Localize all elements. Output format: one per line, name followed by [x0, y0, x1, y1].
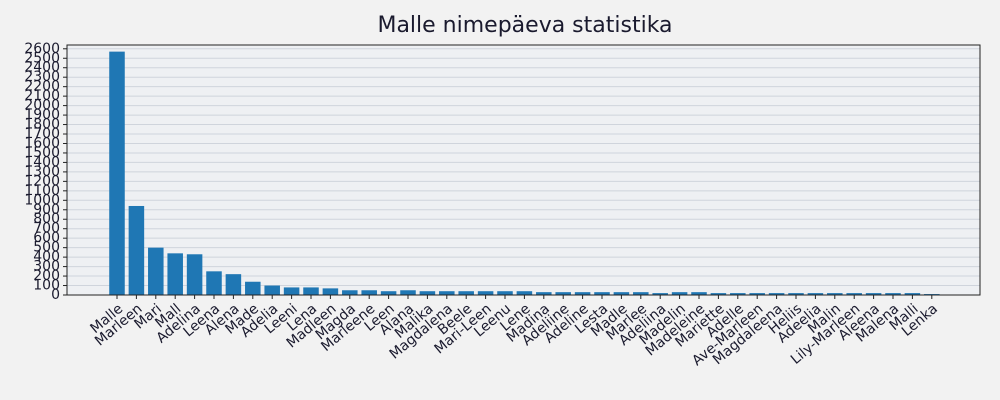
- y-tick-label: 300: [33, 259, 60, 275]
- y-tick-label: 2400: [24, 60, 60, 76]
- y-tick-label: 1100: [24, 183, 60, 199]
- bar: [109, 51, 125, 296]
- y-tick-label: 900: [33, 202, 60, 218]
- bar: [691, 292, 707, 295]
- bar: [613, 292, 630, 295]
- bar: [225, 274, 242, 295]
- bar: [827, 293, 843, 295]
- bar: [303, 287, 319, 295]
- bar: [458, 291, 474, 295]
- bar: [730, 293, 746, 295]
- bar: [264, 285, 280, 295]
- chart-title: Malle nimepäeva statistika: [377, 13, 672, 38]
- bar: [477, 291, 494, 295]
- y-tick-label: 2100: [24, 88, 60, 104]
- y-tick-label: 1700: [24, 126, 60, 142]
- bar: [768, 293, 785, 295]
- bar: [574, 292, 591, 295]
- bar: [788, 293, 804, 295]
- bar: [904, 293, 921, 295]
- bar: [594, 292, 610, 295]
- bar: [555, 292, 571, 295]
- bar: [846, 293, 862, 295]
- bar: [749, 293, 765, 295]
- bar: [380, 291, 397, 295]
- y-tick-label: 2200: [24, 79, 60, 95]
- bar: [536, 292, 552, 295]
- y-tick-label: 200: [33, 268, 60, 284]
- y-tick-label: 1200: [24, 173, 60, 189]
- bar: [148, 247, 164, 295]
- bar: [245, 281, 261, 295]
- y-tick-label: 1900: [24, 107, 60, 123]
- y-tick-label: 2000: [24, 98, 60, 114]
- plot-frame: [66, 44, 981, 296]
- y-tick-label: 1800: [24, 117, 60, 133]
- y-tick-label: 100: [33, 278, 60, 294]
- y-tick-label: 1400: [24, 154, 60, 170]
- y-tick-label: 1000: [24, 192, 60, 208]
- bar: [322, 288, 339, 295]
- bar: [710, 293, 727, 295]
- bar: [206, 271, 222, 295]
- y-tick-label: 2500: [24, 50, 60, 66]
- y-tick-label: 2600: [24, 41, 60, 57]
- y-tick-label: 400: [33, 249, 60, 265]
- bar: [283, 287, 300, 295]
- bar: [885, 293, 901, 295]
- y-tick-label: 500: [33, 240, 60, 256]
- bar: [361, 290, 377, 295]
- y-tick-label: 800: [33, 211, 60, 227]
- bar: [342, 290, 358, 295]
- bar: [419, 291, 436, 295]
- bar: [497, 291, 513, 295]
- bar: [633, 292, 649, 295]
- y-tick-label: 600: [33, 230, 60, 246]
- y-tick-label: 1300: [24, 164, 60, 180]
- y-tick-label: 2300: [24, 69, 60, 85]
- bar: [671, 292, 688, 295]
- bar: [186, 254, 203, 295]
- y-tick-label: 0: [51, 287, 60, 303]
- bar: [516, 291, 533, 295]
- y-tick-label: 700: [33, 221, 60, 237]
- bar: [439, 291, 455, 295]
- bar: [865, 293, 882, 295]
- bar: [807, 293, 824, 295]
- y-tick-label: 1500: [24, 145, 60, 161]
- bar: [128, 205, 145, 295]
- y-tick-label: 1600: [24, 135, 60, 151]
- bar: [400, 290, 416, 295]
- bar: [167, 253, 183, 295]
- bar: [652, 293, 668, 295]
